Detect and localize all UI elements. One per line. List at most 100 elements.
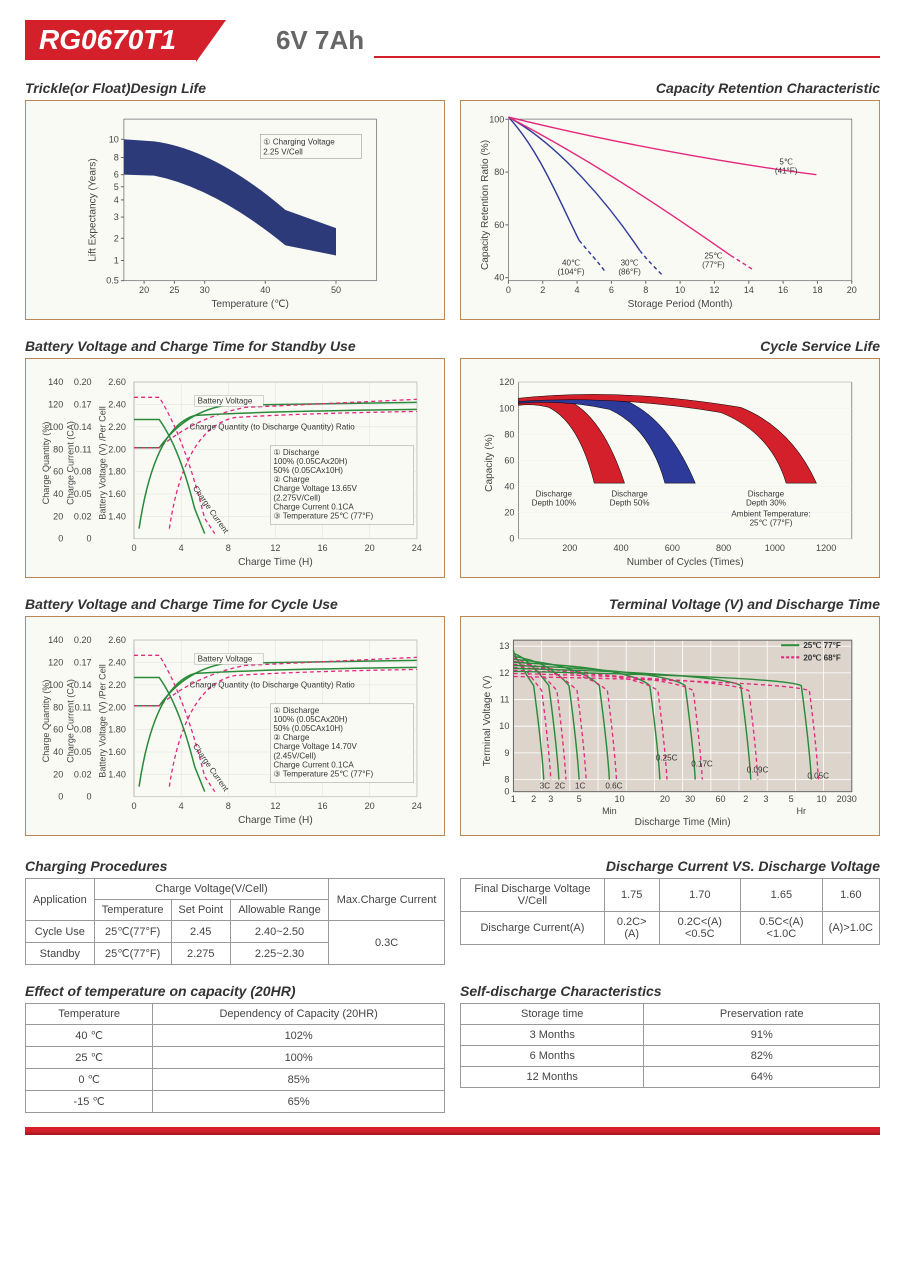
svg-text:40: 40 <box>53 489 63 499</box>
cell: 1.60 <box>822 879 879 912</box>
svg-text:1: 1 <box>511 794 516 804</box>
cell: 91% <box>644 1025 880 1046</box>
svg-text:1000: 1000 <box>765 543 785 553</box>
svg-text:10: 10 <box>499 721 509 731</box>
svg-text:0.11: 0.11 <box>75 444 92 454</box>
svg-text:40: 40 <box>260 285 270 295</box>
cell: 25℃(77°F) <box>94 921 171 943</box>
svg-text:8: 8 <box>114 153 119 163</box>
svg-text:10: 10 <box>816 794 826 804</box>
svg-text:4: 4 <box>179 801 184 811</box>
th-cv: Charge Voltage(V/Cell) <box>94 879 328 900</box>
cell: 0.5C<(A)<1.0C <box>741 912 823 945</box>
svg-text:10: 10 <box>614 794 624 804</box>
cell: 82% <box>644 1046 880 1067</box>
svg-text:① Discharge: ① Discharge <box>273 706 319 715</box>
cell: 12 Months <box>461 1067 644 1088</box>
svg-text:80: 80 <box>494 167 504 177</box>
cell: 64% <box>644 1067 880 1088</box>
table3-title: Effect of temperature on capacity (20HR) <box>25 983 445 999</box>
svg-text:16: 16 <box>317 801 327 811</box>
cell: (A)>1.0C <box>822 912 879 945</box>
cell: 0.2C>(A) <box>604 912 659 945</box>
chart5: 00200.021.40400.051.60600.081.80800.112.… <box>25 616 445 836</box>
svg-text:1.80: 1.80 <box>108 467 126 477</box>
charging-procedures-table: Application Charge Voltage(V/Cell) Max.C… <box>25 878 445 965</box>
svg-text:20: 20 <box>53 769 63 779</box>
svg-text:24: 24 <box>412 801 422 811</box>
svg-text:50% (0.05CAx10H): 50% (0.05CAx10H) <box>273 724 343 733</box>
svg-text:80: 80 <box>504 429 514 439</box>
svg-text:40: 40 <box>53 747 63 757</box>
svg-text:0: 0 <box>131 543 136 553</box>
svg-text:5: 5 <box>789 794 794 804</box>
svg-text:③ Temperature 25℃ (77°F): ③ Temperature 25℃ (77°F) <box>273 770 373 779</box>
cell: 0.2C<(A)<0.5C <box>659 912 741 945</box>
svg-text:Temperature (℃): Temperature (℃) <box>211 299 289 310</box>
svg-text:120: 120 <box>499 377 514 387</box>
svg-text:0: 0 <box>509 534 514 544</box>
svg-text:Terminal Voltage (V): Terminal Voltage (V) <box>482 676 493 767</box>
svg-text:Battery Voltage (V) /Per Cell: Battery Voltage (V) /Per Cell <box>98 664 108 778</box>
th: Final Discharge Voltage V/Cell <box>461 879 605 912</box>
svg-text:2.60: 2.60 <box>108 377 126 387</box>
svg-text:60: 60 <box>494 220 504 230</box>
svg-text:20: 20 <box>365 801 375 811</box>
svg-text:25℃: 25℃ <box>704 251 722 260</box>
svg-text:100: 100 <box>499 403 514 413</box>
cell: 102% <box>153 1025 445 1047</box>
cell: Cycle Use <box>26 921 95 943</box>
header-rule <box>374 56 880 58</box>
svg-text:10: 10 <box>109 134 119 144</box>
svg-text:0.09C: 0.09C <box>747 765 769 774</box>
cell: 1.70 <box>659 879 741 912</box>
svg-text:30: 30 <box>847 794 857 804</box>
svg-text:800: 800 <box>716 543 731 553</box>
svg-text:40: 40 <box>504 482 514 492</box>
cell-max: 0.3C <box>329 921 445 965</box>
svg-text:1: 1 <box>114 256 119 266</box>
svg-text:25: 25 <box>169 285 179 295</box>
svg-text:20: 20 <box>365 543 375 553</box>
svg-text:20℃ 68°F: 20℃ 68°F <box>803 653 841 662</box>
svg-text:0.08: 0.08 <box>74 467 92 477</box>
th-range: Allowable Range <box>230 900 328 921</box>
svg-text:Battery Voltage (V) /Per Cell: Battery Voltage (V) /Per Cell <box>98 406 108 520</box>
svg-text:100% (0.05CAx20H): 100% (0.05CAx20H) <box>273 715 347 724</box>
svg-text:120: 120 <box>48 658 63 668</box>
svg-text:Discharge: Discharge <box>536 489 573 498</box>
cell: 1.75 <box>604 879 659 912</box>
svg-text:Charge Current 0.1CA: Charge Current 0.1CA <box>273 502 354 511</box>
svg-text:60: 60 <box>53 467 63 477</box>
cell: 85% <box>153 1069 445 1091</box>
th-max: Max.Charge Current <box>329 879 445 921</box>
svg-text:8: 8 <box>643 285 648 295</box>
svg-text:80: 80 <box>53 702 63 712</box>
svg-text:(2.45V/Cell): (2.45V/Cell) <box>273 751 316 760</box>
svg-text:① Charging Voltage: ① Charging Voltage <box>263 137 335 146</box>
svg-text:4: 4 <box>179 543 184 553</box>
svg-text:0: 0 <box>131 801 136 811</box>
svg-text:0.17C: 0.17C <box>691 759 713 768</box>
svg-text:Charge Quantity (to Discharge: Charge Quantity (to Discharge Quantity) … <box>190 423 356 432</box>
svg-text:0: 0 <box>504 787 509 797</box>
svg-text:0.6C: 0.6C <box>605 782 622 791</box>
svg-text:Ambient Temperature:: Ambient Temperature: <box>731 509 810 518</box>
svg-text:0: 0 <box>506 285 511 295</box>
svg-text:4: 4 <box>114 195 119 205</box>
svg-text:50: 50 <box>331 285 341 295</box>
svg-text:18: 18 <box>812 285 822 295</box>
svg-text:5: 5 <box>114 182 119 192</box>
chart6-title: Terminal Voltage (V) and Discharge Time <box>460 596 880 612</box>
chart1: 0.51234568102025304050① Charging Voltage… <box>25 100 445 320</box>
svg-text:24: 24 <box>412 543 422 553</box>
svg-text:Battery Voltage: Battery Voltage <box>198 396 253 405</box>
svg-text:4: 4 <box>575 285 580 295</box>
svg-text:2: 2 <box>114 233 119 243</box>
th-set: Set Point <box>171 900 230 921</box>
cell: 2.275 <box>171 943 230 965</box>
svg-text:Storage Period (Month): Storage Period (Month) <box>628 299 733 310</box>
svg-text:1.60: 1.60 <box>108 747 126 757</box>
svg-text:20: 20 <box>660 794 670 804</box>
svg-text:2.40: 2.40 <box>108 400 126 410</box>
